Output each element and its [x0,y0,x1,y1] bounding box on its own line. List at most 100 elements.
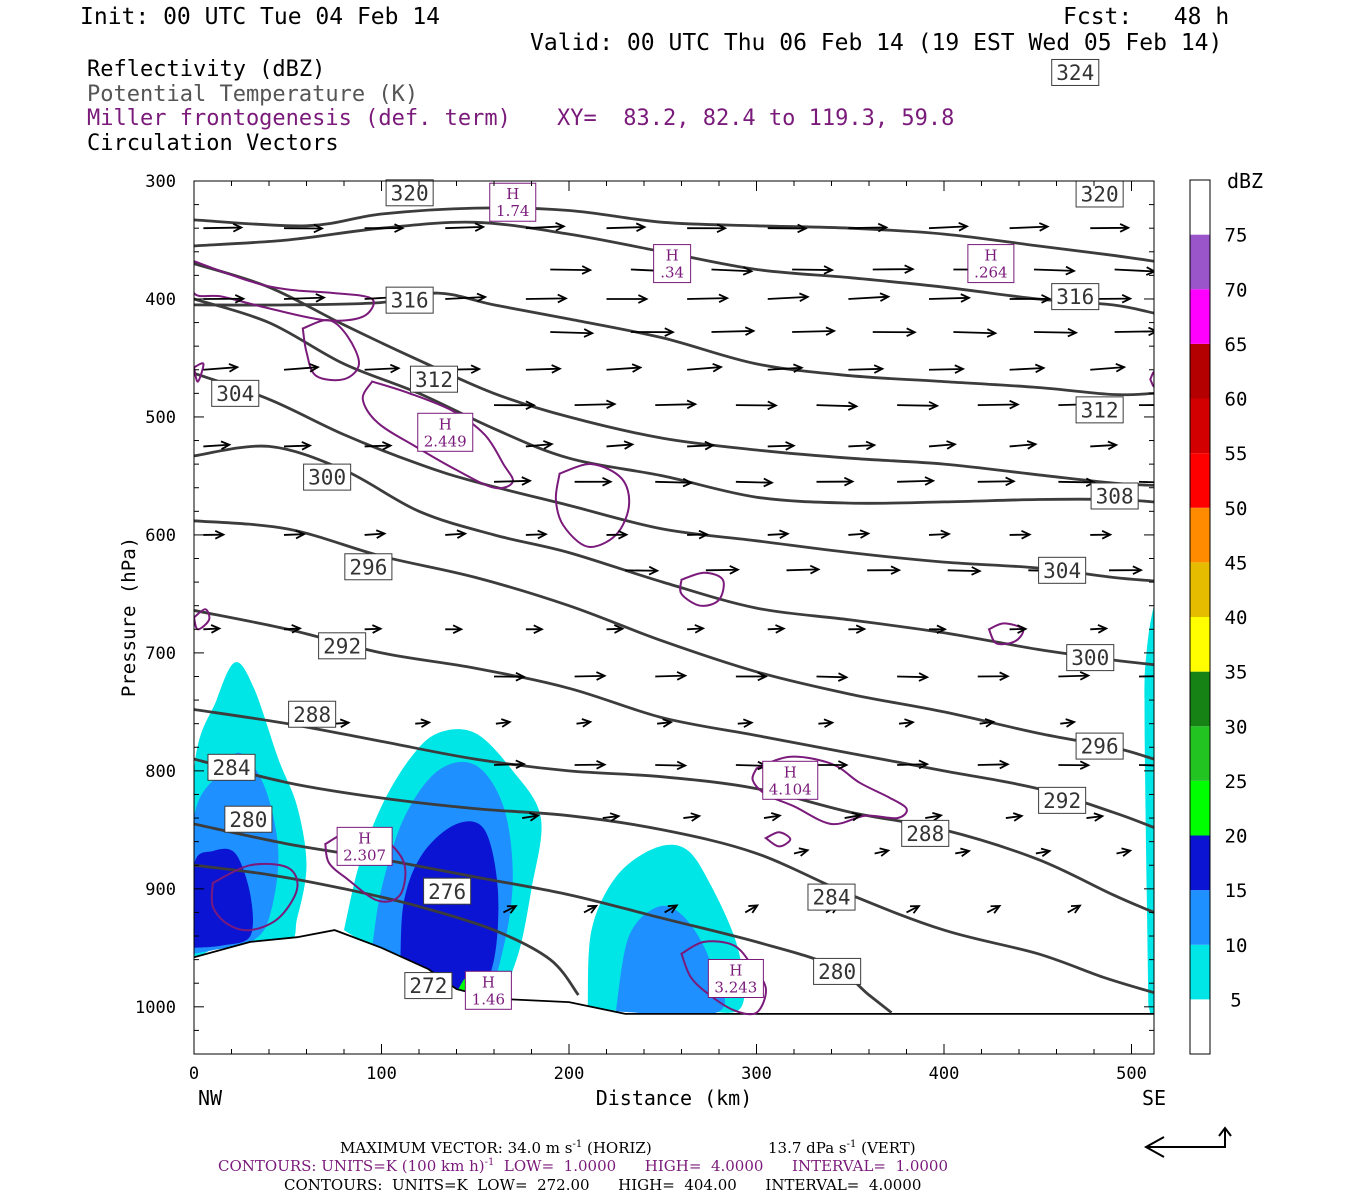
circulation-vector [525,364,562,374]
svg-text:316: 316 [391,289,429,313]
theta-contour-276 [194,863,580,996]
svg-text:300: 300 [1071,646,1109,670]
max-vector-vert-exp: -1 [847,1139,857,1150]
colorbar-segment [1190,999,1210,1054]
svg-text:320: 320 [391,181,429,205]
colorbar-level-label: 15 [1225,880,1248,902]
circulation-vector [986,905,1002,914]
contour-label-layer: 280 284 288 292 296 300 304 308 312 316 320 324 320 3… [207,58,1139,1010]
y-tick-label: 400 [145,290,176,310]
circulation-vector [705,565,740,575]
theta-label-316: 316 [1051,283,1100,311]
miller-contour [194,260,375,322]
circulation-vector [816,672,849,682]
colorbar-level-label: 70 [1225,279,1248,301]
x-tick-label: 100 [366,1064,397,1084]
colorbar-segment [1190,890,1210,945]
colorbar-frame [1189,179,1211,1055]
svg-text:H: H [984,247,997,265]
svg-text:272: 272 [409,974,447,998]
plot-frame [193,180,1155,1055]
forecast-hour: Fcst: 48 h [1063,4,1230,30]
svg-text:1.74: 1.74 [496,202,529,220]
circulation-vector [525,293,568,304]
circulation-vector [445,529,468,539]
max-vector-horiz-value: MAXIMUM VECTOR: 34.0 m s [340,1139,572,1157]
circulation-vector [767,529,790,539]
circulation-vector [364,223,405,233]
init-time: Init: 00 UTC Tue 04 Feb 14 [80,4,441,30]
colorbar-segment [1190,944,1210,1000]
circulation-vector [874,847,891,857]
circulation-vector [1033,327,1079,338]
reflectivity-area [194,848,253,948]
theta-contour-308 [194,297,1154,505]
miller-maximum-label: H4.104 [762,760,819,800]
miller-maximum-label: H1.46 [464,970,512,1010]
circulation-vector [897,759,930,770]
svg-text:304: 304 [216,382,254,406]
legend-vectors: Circulation Vectors [87,131,339,156]
circulation-vector [767,292,810,302]
circulation-vector [445,292,488,303]
circulation-vector [844,811,863,822]
se-endpoint-label: SE [1142,1086,1166,1110]
circulation-vector [977,399,1020,410]
nw-endpoint-label: NW [198,1086,223,1110]
circulation-vector [977,476,1016,487]
colorbar-level-label: 60 [1225,389,1248,411]
circulation-vector [898,718,915,728]
legend-miller: Miller frontogenesis (def. term) [87,106,511,131]
colorbar-segment [1190,562,1210,617]
svg-text:308: 308 [1096,485,1134,509]
theta-label-320: 320 [1075,180,1124,208]
circulation-vector [495,718,512,728]
theta-contour-292 [194,609,1154,829]
circulation-vector [203,294,246,304]
circulation-vector [364,363,401,374]
svg-text:1.46: 1.46 [472,990,505,1008]
miller-contour [987,622,1025,646]
circulation-vector [576,718,593,728]
circulation-vector [1060,718,1077,728]
circulation-vector [606,222,647,233]
circulation-vector [493,400,537,410]
svg-text:2.307: 2.307 [343,846,386,864]
svg-text:H: H [482,973,495,991]
miller-maximum-label: H1.74 [489,182,537,222]
x-tick-label: 200 [554,1064,585,1084]
svg-text:2.449: 2.449 [424,432,467,450]
svg-text:324: 324 [1056,61,1094,85]
svg-text:280: 280 [229,808,267,832]
return-arrow-icon [1143,1126,1232,1158]
y-tick-label: 900 [145,880,176,900]
circulation-vector [687,362,724,373]
circulation-vector [1009,294,1052,304]
max-vector-vert-text: 13.7 dPa s-1 (VERT) [768,1139,916,1157]
x-axis-title: Distance (km) [596,1086,753,1110]
circulation-vector [848,440,877,451]
miller-contour [301,319,361,382]
colorbar-level-label: 10 [1225,935,1248,957]
colorbar-segment [1190,180,1210,235]
svg-text:284: 284 [813,886,851,910]
circulation-vector [816,476,855,487]
circulation-vector [334,718,351,728]
theta-label-300: 300 [303,463,352,491]
circulation-vector [735,671,768,682]
legend-xy: XY= 83.2, 82.4 to 119.3, 59.8 [557,106,955,131]
svg-text:H: H [358,829,371,847]
svg-text:H: H [666,247,679,265]
circulation-vector [1090,223,1131,233]
circulation-vector [872,264,915,274]
theta-label-308: 308 [1090,482,1139,510]
circulation-vector [818,718,835,728]
miller-contour [1149,371,1154,388]
circulation-vector [735,477,774,488]
miller-contour [680,940,767,1016]
circulation-vector [655,399,698,410]
x-tick-label: 500 [1116,1064,1147,1084]
svg-text:3.243: 3.243 [714,978,757,996]
circulation-vector [767,363,804,373]
circulation-vector [925,812,944,822]
